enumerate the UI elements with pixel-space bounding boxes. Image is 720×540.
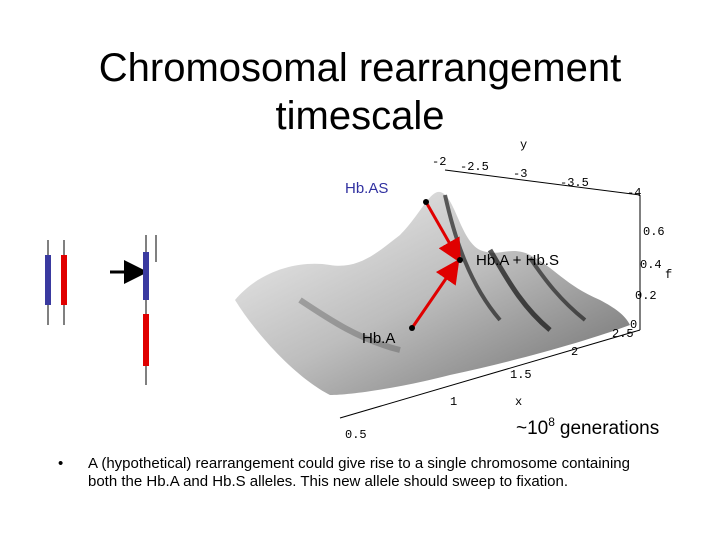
tick-label: -4	[627, 186, 641, 200]
axis-label: y	[520, 138, 527, 152]
annotation: Hb.A + Hb.S	[476, 252, 559, 269]
bullet-marker: •	[58, 455, 64, 472]
bullet-text: A (hypothetical) rearrangement could giv…	[88, 455, 630, 490]
annotation-exponent: 8	[548, 415, 555, 429]
tick-label: -2	[432, 155, 446, 169]
bullet-item: • A (hypothetical) rearrangement could g…	[58, 455, 658, 491]
tick-label: 0.2	[635, 289, 657, 303]
tick-label: -2.5	[460, 160, 489, 174]
tick-label: 0	[630, 318, 637, 332]
tick-label: -3.5	[560, 176, 589, 190]
tick-label: 2	[571, 345, 578, 359]
axis-label: x	[515, 395, 522, 409]
annotation-text: ~10	[516, 418, 548, 439]
tick-label: 1	[450, 395, 457, 409]
axis-label: f	[665, 268, 672, 282]
annotation-text: generations	[560, 418, 659, 439]
slide-title: Chromosomal rearrangement timescale	[98, 46, 622, 138]
tick-label: 1.5	[510, 368, 532, 382]
tick-label: 0.6	[643, 225, 665, 239]
tick-label: 0.5	[345, 428, 367, 442]
surface-plot	[235, 169, 641, 419]
tick-label: -3	[513, 167, 527, 181]
annotation: ~108 generations	[516, 415, 659, 439]
tick-label: 0.4	[640, 258, 662, 272]
chromosome-diagram	[45, 235, 157, 385]
annotation: Hb.A	[362, 330, 395, 347]
annotation: Hb.AS	[345, 180, 388, 197]
tick-label: 2.5	[612, 327, 634, 341]
